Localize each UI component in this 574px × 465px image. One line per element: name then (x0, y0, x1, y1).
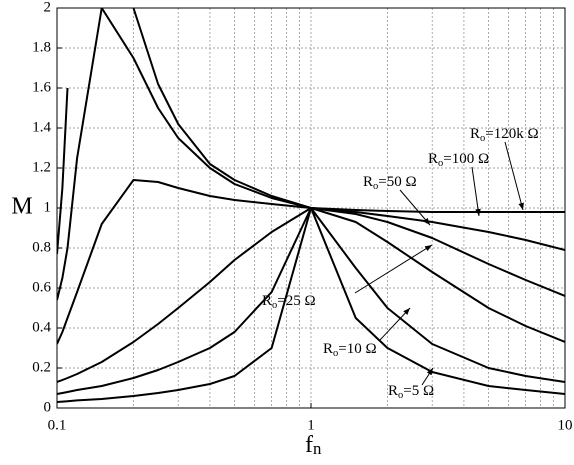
x-tick-label: 10 (558, 417, 573, 433)
x-tick-label: 1 (307, 417, 315, 433)
legend-label: Ro=120k Ω (470, 126, 539, 144)
label-arrow (379, 307, 411, 341)
y-tick-label: 1 (44, 199, 52, 215)
curve (57, 8, 565, 301)
plot-frame (56, 7, 566, 409)
y-tick-label: 1.6 (32, 79, 51, 95)
y-tick-label: 1.2 (32, 159, 51, 175)
x-axis-label: fn (305, 432, 322, 458)
label-arrow (421, 367, 434, 386)
y-tick-label: 0.2 (32, 359, 51, 375)
label-arrow (354, 244, 433, 294)
label-arrow (504, 141, 524, 211)
label-arrow (471, 166, 481, 217)
y-tick-label: 0 (44, 399, 52, 415)
curve (57, 207, 565, 383)
legend-label: Ro=25 Ω (262, 293, 316, 311)
curves (57, 8, 565, 403)
y-axis-label: M (11, 194, 32, 220)
y-tick-label: 1.4 (32, 119, 51, 135)
y-tick-label: 1.8 (32, 39, 51, 55)
legend-label: Ro=100 Ω (428, 151, 489, 169)
y-tick-label: 0.6 (32, 279, 51, 295)
x-tick-label: 0.1 (48, 417, 67, 433)
y-tick-label: 2 (44, 0, 52, 15)
legend-label: Ro=5 Ω (388, 383, 434, 401)
legend-label: Ro=50 Ω (363, 174, 417, 192)
y-tick-label: 0.8 (32, 239, 51, 255)
curve (57, 179, 565, 345)
curve (57, 207, 565, 395)
curve (57, 207, 565, 403)
label-arrow (399, 189, 431, 226)
legend-label: Ro=10 Ω (323, 341, 377, 359)
y-tick-label: 0.4 (32, 319, 51, 335)
